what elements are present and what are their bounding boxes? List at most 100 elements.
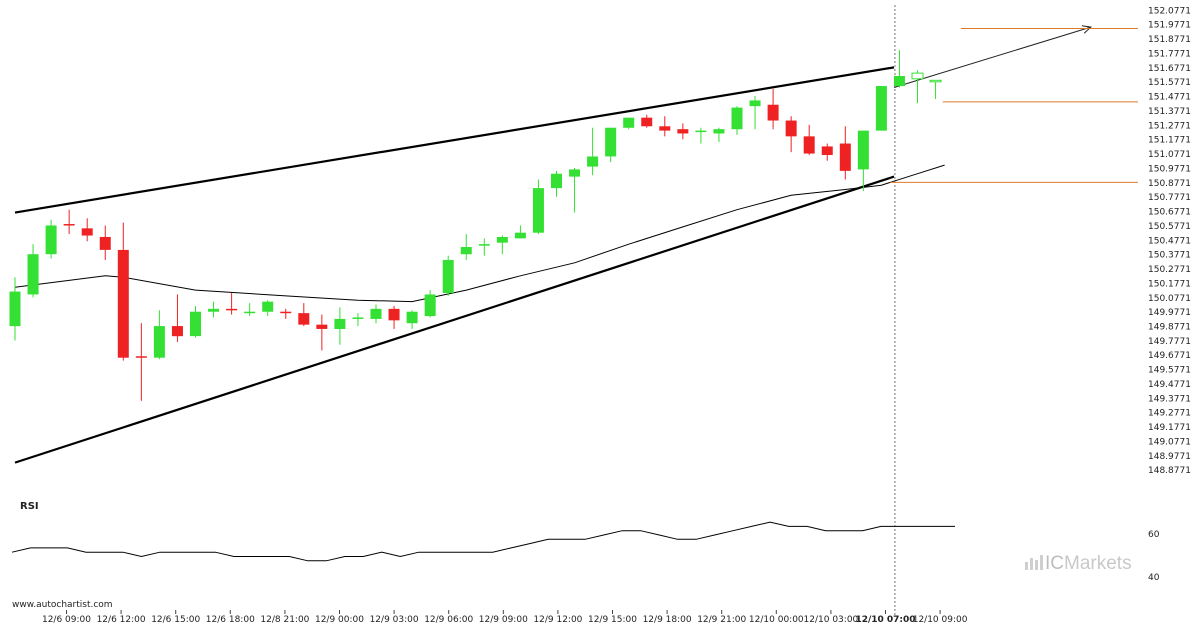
- price-tick: 149.6771: [1148, 351, 1191, 361]
- candle-body: [9, 291, 21, 327]
- candle-body: [623, 117, 635, 128]
- price-tick: 150.0771: [1148, 294, 1191, 304]
- candle-body: [262, 301, 274, 312]
- price-tick: 152.0771: [1148, 6, 1191, 16]
- moving-average-line: [14, 164, 945, 303]
- price-tick: 149.0771: [1148, 438, 1191, 448]
- price-tick: 151.4771: [1148, 93, 1191, 103]
- candle-body: [695, 130, 707, 133]
- price-tick: 148.9771: [1148, 452, 1191, 462]
- candle-body: [298, 313, 310, 325]
- candle-body: [659, 126, 671, 131]
- rsi-pane: RSI 60 40: [11, 501, 1160, 583]
- candle-body: [208, 308, 220, 312]
- time-tick: 12/9 21:00: [697, 615, 746, 625]
- candle-body: [731, 107, 743, 130]
- candle-body: [190, 311, 201, 337]
- projection-arrowhead: [1081, 25, 1092, 34]
- time-tick: 12/10 07:00: [855, 615, 915, 625]
- candle-body: [316, 324, 328, 329]
- candles: [9, 50, 942, 401]
- candle-body: [442, 259, 454, 294]
- candle-body: [81, 228, 93, 236]
- time-tick: 12/9 12:00: [533, 615, 582, 625]
- time-tick: 12/9 06:00: [424, 615, 473, 625]
- candle-body: [821, 146, 833, 156]
- candle-body: [27, 254, 39, 295]
- time-tick: 12/9 03:00: [370, 615, 419, 625]
- price-tick: 150.6771: [1148, 208, 1191, 218]
- time-tick: 12/9 15:00: [588, 615, 637, 625]
- time-axis: 12/6 09:00 12/6 12:00 12/6 15:00 12/6 18:00…: [42, 610, 968, 625]
- price-tick: 151.6771: [1148, 64, 1191, 74]
- candle-body: [496, 236, 508, 243]
- candle-body: [244, 311, 256, 314]
- price-tick: 148.8771: [1148, 466, 1191, 476]
- price-tick: 151.7771: [1148, 49, 1191, 59]
- channel-lower-line: [14, 175, 895, 464]
- rsi-tick: 60: [1148, 530, 1160, 540]
- price-tick: 151.0771: [1148, 150, 1191, 160]
- time-tick: 12/9 18:00: [643, 615, 692, 625]
- channel-upper-line: [14, 66, 895, 214]
- candle-body: [99, 236, 111, 250]
- candle-body: [875, 86, 887, 131]
- projection-line: [893, 26, 1091, 88]
- candle-body: [406, 311, 418, 324]
- time-tick: 12/6 12:00: [97, 615, 146, 625]
- price-tick: 151.2771: [1148, 121, 1191, 131]
- price-tick: 150.7771: [1148, 193, 1191, 203]
- candle-body: [117, 249, 129, 358]
- candle-body: [478, 244, 490, 246]
- candle-body: [370, 308, 382, 319]
- time-tick: 12/6 18:00: [206, 615, 255, 625]
- price-tick: 149.9771: [1148, 308, 1191, 318]
- candle-body: [893, 75, 905, 87]
- candle-body: [641, 117, 653, 127]
- candle-body: [171, 326, 183, 337]
- price-tick: 151.5771: [1148, 78, 1191, 88]
- time-tick: 12/9 09:00: [479, 615, 528, 625]
- price-tick: 151.1771: [1148, 136, 1191, 146]
- price-tick: 151.9771: [1148, 21, 1191, 31]
- time-tick: 12/10 03:00: [804, 615, 859, 625]
- candle-body: [767, 104, 779, 121]
- candle-body: [153, 326, 165, 358]
- price-tick: 151.3771: [1148, 107, 1191, 117]
- candle-body: [551, 173, 562, 189]
- candle-body: [532, 188, 544, 233]
- candle-body: [514, 232, 526, 239]
- candle-body: [45, 225, 57, 255]
- pattern-overlays: [14, 5, 1138, 615]
- brand-prefix: IC: [1045, 553, 1064, 574]
- site-watermark: www.autochartist.com: [12, 600, 113, 610]
- candle-body: [857, 130, 869, 170]
- price-tick: 150.1771: [1148, 279, 1191, 289]
- rsi-line: [11, 521, 955, 562]
- price-tick: 149.1771: [1148, 423, 1191, 433]
- candle-body: [352, 317, 364, 319]
- price-axis: 152.0771 151.9771 151.8771 151.7771 151.6771…: [1148, 6, 1191, 476]
- candle-body: [587, 156, 599, 167]
- price-tick: 150.9771: [1148, 164, 1191, 174]
- brand-logo: ICMarkets: [1025, 553, 1132, 574]
- candle-body: [785, 120, 797, 137]
- price-tick: 150.4771: [1148, 236, 1191, 246]
- price-tick: 150.2771: [1148, 265, 1191, 275]
- price-tick: 149.3771: [1148, 394, 1191, 404]
- time-tick: 12/6 09:00: [42, 615, 91, 625]
- price-tick: 149.8771: [1148, 323, 1191, 333]
- candle-body: [334, 318, 346, 329]
- candle-body: [839, 143, 851, 171]
- candle-body: [677, 129, 689, 134]
- candle-body: [929, 79, 942, 83]
- candle-body: [569, 169, 581, 177]
- price-tick: 149.7771: [1148, 337, 1191, 347]
- time-tick: 12/10 00:00: [749, 615, 804, 625]
- price-tick: 150.5771: [1148, 222, 1191, 232]
- candle-body: [605, 127, 617, 157]
- price-tick: 151.8771: [1148, 35, 1191, 45]
- price-tick: 149.5771: [1148, 366, 1191, 376]
- candle-body: [713, 129, 725, 134]
